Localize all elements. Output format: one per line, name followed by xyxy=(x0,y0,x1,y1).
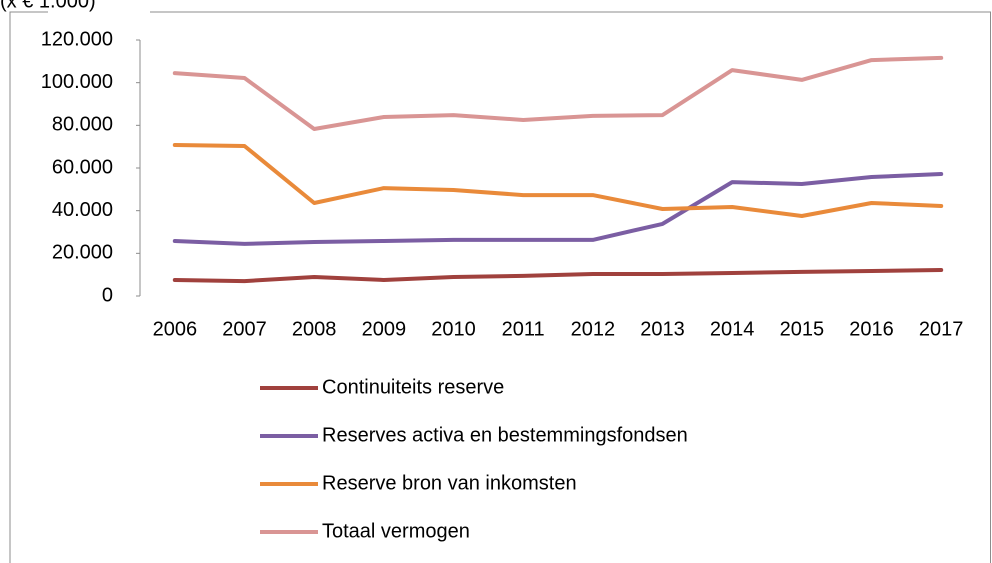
y-tick-label: 60.000 xyxy=(52,156,113,178)
y-tick-label: 80.000 xyxy=(52,114,113,136)
x-tick-label: 2007 xyxy=(222,318,267,340)
x-tick-label: 2015 xyxy=(780,318,825,340)
x-tick-label: 2008 xyxy=(292,318,337,340)
y-tick-label: 100.000 xyxy=(41,71,113,93)
legend-label: Reserves activa en bestemmingsfondsen xyxy=(322,424,688,446)
x-tick-label: 2017 xyxy=(919,318,964,340)
x-tick-label: 2009 xyxy=(362,318,407,340)
series-line xyxy=(172,55,944,131)
y-tick-label: 120.000 xyxy=(41,28,113,50)
x-tick-label: 2013 xyxy=(640,318,685,340)
unit-label: (x € 1.000) xyxy=(0,0,96,12)
series-line xyxy=(172,172,944,246)
x-tick-label: 2014 xyxy=(710,318,755,340)
x-tick-label: 2006 xyxy=(153,318,198,340)
y-tick-label: 20.000 xyxy=(52,242,113,264)
series-line xyxy=(172,268,944,284)
x-tick-label: 2012 xyxy=(571,318,616,340)
chart-frame xyxy=(9,11,991,563)
y-tick-label: 40.000 xyxy=(52,199,113,221)
x-tick-label: 2016 xyxy=(849,318,894,340)
legend-label: Totaal vermogen xyxy=(322,520,470,542)
x-tick-label: 2011 xyxy=(502,318,545,340)
x-tick-label: 2010 xyxy=(431,318,476,340)
legend-label: Reserve bron van inkomsten xyxy=(322,472,577,494)
series-line xyxy=(172,143,944,218)
y-tick-label: 0 xyxy=(102,284,113,306)
legend-label: Continuiteits reserve xyxy=(322,376,504,398)
